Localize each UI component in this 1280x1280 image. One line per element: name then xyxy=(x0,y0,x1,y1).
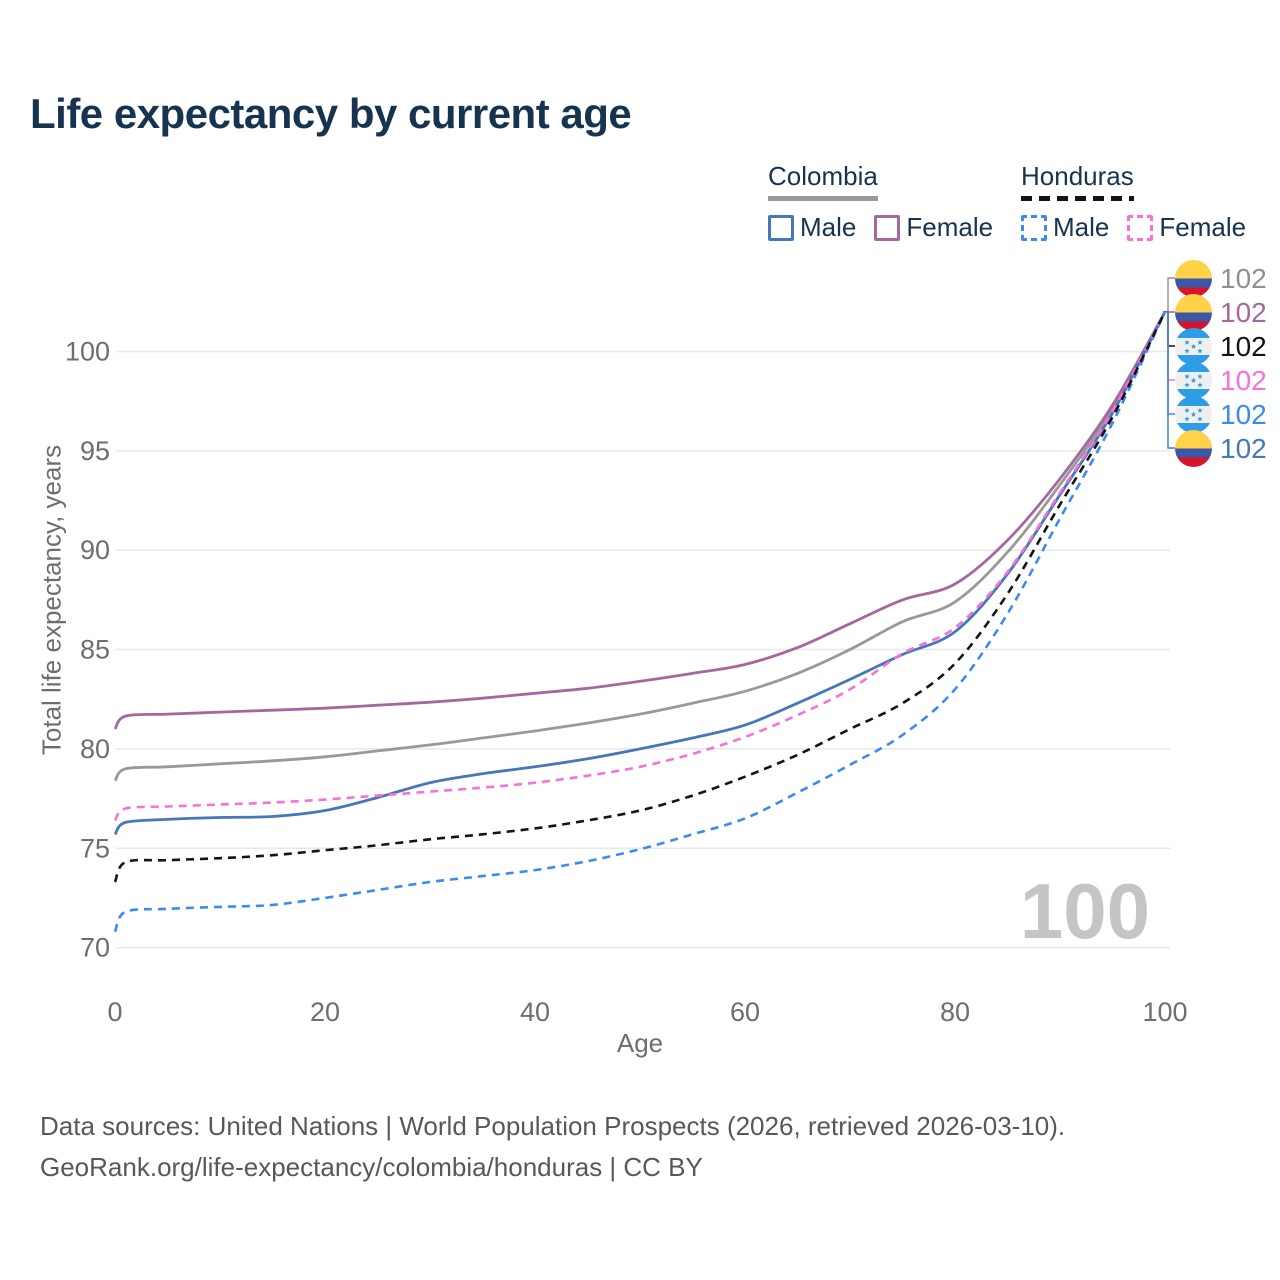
legend-item-colombia-male[interactable]: Male xyxy=(768,212,856,243)
page-title: Life expectancy by current age xyxy=(30,90,632,137)
legend-swatch-box[interactable] xyxy=(768,214,794,241)
flag-icon-colombia xyxy=(1175,260,1212,297)
end-value-row: 102 xyxy=(1175,294,1267,331)
data-sources-text: Data sources: United Nations | World Pop… xyxy=(40,1111,1066,1141)
end-value-row: 102 xyxy=(1175,260,1267,297)
source-url-text[interactable]: GeoRank.org/life-expectancy/colombia/hon… xyxy=(40,1152,703,1182)
flag-icon-colombia xyxy=(1175,294,1212,331)
flag-icon-honduras xyxy=(1175,396,1212,433)
flag-icon-honduras xyxy=(1175,362,1212,399)
legend-item-honduras-female[interactable]: Female xyxy=(1127,212,1246,243)
series-line-colombia[interactable] xyxy=(113,311,1167,782)
y-tick-label-95: 95 xyxy=(80,436,110,466)
end-label-connector xyxy=(1163,311,1175,347)
end-value-label: 102 xyxy=(1220,330,1267,362)
legend-swatch-box[interactable] xyxy=(874,214,901,241)
x-tick-label-0: 0 xyxy=(107,997,122,1027)
flag-icon-colombia xyxy=(1175,430,1212,467)
series-line-honduras-male[interactable] xyxy=(113,311,1167,933)
y-tick-label-75: 75 xyxy=(80,833,110,863)
legend-group-honduras: Honduras Male Female xyxy=(1021,161,1246,243)
x-tick-label-60: 60 xyxy=(730,997,760,1027)
legend-country-label[interactable]: Honduras xyxy=(1021,161,1134,191)
end-label-connector xyxy=(1163,311,1175,449)
x-tick-label-40: 40 xyxy=(520,997,550,1027)
series-line-honduras[interactable] xyxy=(113,311,1167,883)
end-label-connector xyxy=(1163,311,1175,415)
legend-item-label: Female xyxy=(906,212,994,242)
legend-item-honduras-male[interactable]: Male xyxy=(1021,212,1109,243)
x-tick-label-100: 100 xyxy=(1142,997,1187,1027)
legend-item-label: Male xyxy=(1053,212,1110,242)
y-tick-label-80: 80 xyxy=(80,734,110,764)
legend-item-colombia-female[interactable]: Female xyxy=(874,212,993,243)
legend-swatch-box[interactable] xyxy=(1021,214,1047,241)
end-value-label: 102 xyxy=(1220,432,1267,464)
legend-swatch-box[interactable] xyxy=(1127,214,1154,241)
legend-item-label: Male xyxy=(800,212,857,242)
footer: Data sources: United Nations | World Pop… xyxy=(40,1106,1065,1188)
age-watermark: 100 xyxy=(1019,867,1150,955)
series-line-honduras-female[interactable] xyxy=(113,311,1167,822)
flag-icon-honduras xyxy=(1175,328,1212,365)
end-value-row: 102 xyxy=(1175,430,1267,467)
legend-country-line-swatch xyxy=(768,196,878,201)
y-tick-label-85: 85 xyxy=(80,635,110,665)
x-tick-label-20: 20 xyxy=(310,997,340,1027)
end-label-connector xyxy=(1163,277,1175,313)
end-value-label: 102 xyxy=(1220,364,1267,396)
y-tick-label-100: 100 xyxy=(65,337,110,367)
series-line-colombia-female[interactable] xyxy=(113,311,1167,730)
legend-country-line-swatch xyxy=(1021,196,1134,201)
y-tick-label-90: 90 xyxy=(80,535,110,565)
y-axis-title: Total life expectancy, years xyxy=(36,444,67,756)
end-value-row: 102 xyxy=(1175,396,1267,433)
y-tick-label-70: 70 xyxy=(80,933,110,963)
x-axis-title: Age xyxy=(616,1028,664,1058)
end-value-label: 102 xyxy=(1220,262,1267,294)
end-value-label: 102 xyxy=(1220,296,1267,328)
legend-items: Male Female xyxy=(768,212,993,243)
end-value-row: 102 xyxy=(1175,328,1267,365)
end-value-row: 102 xyxy=(1175,362,1267,399)
end-value-label: 102 xyxy=(1220,398,1267,430)
legend-group-colombia: Colombia Male Female xyxy=(768,161,993,243)
legend-items: Male Female xyxy=(1021,212,1246,243)
legend-country-label[interactable]: Colombia xyxy=(768,161,878,191)
legend-item-label: Female xyxy=(1159,212,1247,242)
x-tick-label-80: 80 xyxy=(940,997,970,1027)
